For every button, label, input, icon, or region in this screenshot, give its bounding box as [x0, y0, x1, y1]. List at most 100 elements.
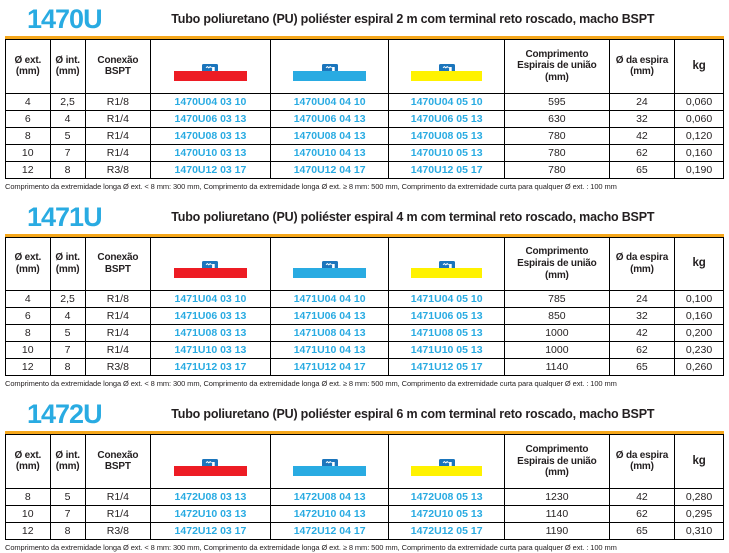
col-header-spiral-diameter: Ø da espira (mm): [608, 434, 676, 489]
weight-cell: 0,060: [674, 92, 724, 111]
int-diameter-cell: 4: [49, 109, 86, 128]
int-diameter-cell: 8: [49, 521, 86, 540]
orange-rule: [5, 431, 724, 435]
ext-diameter-cell: 4: [5, 92, 51, 111]
code-blue-cell: 1471U06 04 13: [269, 307, 390, 326]
union-spiral-length-cell: 780: [503, 126, 610, 145]
col-header-code-blue: [269, 236, 390, 292]
table-row: 12 8 R3/8 1472U12 03 17 1472U12 04 17 1472U12…: [5, 521, 724, 540]
col-header-spiral-diameter: Ø da espira (mm): [608, 236, 676, 292]
union-spiral-length-cell: 780: [503, 160, 610, 179]
code-blue-cell: 1471U12 04 17: [269, 358, 390, 377]
code-yellow-cell: 1471U06 05 13: [388, 307, 505, 326]
col-header-weight: kg: [674, 236, 724, 292]
spiral-diameter-cell: 62: [608, 143, 676, 162]
code-red-cell: 1470U06 03 13: [150, 109, 271, 128]
union-spiral-length-cell: 1190: [503, 521, 610, 540]
table-row: 8 5 R1/4 1472U08 03 13 1472U08 04 13 1472U08 …: [5, 487, 724, 506]
code-blue-cell: 1470U04 04 10: [269, 92, 390, 111]
spiral-diameter-cell: 32: [608, 307, 676, 326]
table-row: 12 8 R3/8 1470U12 03 17 1470U12 04 17 1470U12…: [5, 160, 724, 179]
code-blue-cell: 1470U12 04 17: [269, 160, 390, 179]
ext-diameter-cell: 6: [5, 307, 51, 326]
spiral-diameter-cell: 32: [608, 109, 676, 128]
ext-diameter-cell: 4: [5, 290, 51, 309]
union-spiral-length-cell: 1230: [503, 487, 610, 506]
product-section: 1470U Tubo poliuretano (PU) poliéster es…: [5, 5, 724, 191]
code-blue-cell: 1471U10 04 13: [269, 341, 390, 360]
union-spiral-length-cell: 1000: [503, 324, 610, 343]
int-diameter-cell: 5: [49, 487, 86, 506]
int-diameter-cell: 5: [49, 126, 86, 145]
spiral-tube-icon: [321, 52, 338, 80]
table-row: 10 7 R1/4 1470U10 03 13 1470U10 04 13 1470U10…: [5, 143, 724, 162]
col-header-code-yellow: [388, 39, 505, 94]
code-blue-cell: 1470U08 04 13: [269, 126, 390, 145]
code-blue-cell: 1472U12 04 17: [269, 521, 390, 540]
col-header-bspt-connection: Conexão BSPT: [84, 434, 152, 489]
product-section: 1471U Tubo poliuretano (PU) poliéster es…: [5, 203, 724, 389]
ext-diameter-cell: 10: [5, 143, 51, 162]
col-header-int-diameter: Ø int. (mm): [49, 236, 86, 292]
table-row: 8 5 R1/4 1471U08 03 13 1471U08 04 13 1471U08 …: [5, 324, 724, 343]
spiral-tube-icon: [321, 249, 338, 278]
col-header-ext-diameter: Ø ext. (mm): [5, 434, 51, 489]
code-red-cell: 1472U10 03 13: [150, 504, 271, 523]
code-yellow-cell: 1470U10 05 13: [388, 143, 505, 162]
bspt-connection-cell: R1/4: [84, 126, 152, 145]
spiral-tube-icon: [321, 447, 338, 475]
code-yellow-cell: 1471U08 05 13: [388, 324, 505, 343]
code-yellow-cell: 1472U08 05 13: [388, 487, 505, 506]
union-spiral-length-cell: 1000: [503, 341, 610, 360]
ext-diameter-cell: 12: [5, 521, 51, 540]
spiral-diameter-cell: 62: [608, 341, 676, 360]
col-header-code-blue: [269, 39, 390, 94]
product-code: 1470U: [27, 4, 103, 34]
footnote: Comprimento da extremidade longa Ø ext. …: [5, 542, 617, 552]
weight-cell: 0,160: [674, 307, 724, 326]
union-spiral-length-cell: 630: [503, 109, 610, 128]
code-red-cell: 1472U08 03 13: [150, 487, 271, 506]
code-red-cell: 1471U08 03 13: [150, 324, 271, 343]
code-red-cell: 1470U10 03 13: [150, 143, 271, 162]
code-yellow-cell: 1472U10 05 13: [388, 504, 505, 523]
col-header-weight: kg: [674, 39, 724, 94]
col-header-bspt-connection: Conexão BSPT: [84, 236, 152, 292]
table-body: 4 2,5 R1/8 1471U04 03 10 1471U04 04 10 1471U0…: [5, 290, 724, 377]
union-spiral-length-cell: 595: [503, 92, 610, 111]
ext-diameter-cell: 6: [5, 109, 51, 128]
footnote: Comprimento da extremidade longa Ø ext. …: [5, 379, 617, 389]
code-blue-cell: 1471U04 04 10: [269, 290, 390, 309]
int-diameter-cell: 8: [49, 160, 86, 179]
code-red-cell: 1471U06 03 13: [150, 307, 271, 326]
product-title: Tubo poliuretano (PU) poliéster espiral …: [171, 209, 655, 224]
code-yellow-cell: 1470U12 05 17: [388, 160, 505, 179]
bspt-connection-cell: R1/4: [84, 109, 152, 128]
table-row: 10 7 R1/4 1471U10 03 13 1471U10 04 13 1471U10…: [5, 341, 724, 360]
code-blue-cell: 1470U06 04 13: [269, 109, 390, 128]
weight-cell: 0,200: [674, 324, 724, 343]
weight-cell: 0,230: [674, 341, 724, 360]
int-diameter-cell: 8: [49, 358, 86, 377]
bspt-connection-cell: R3/8: [84, 521, 152, 540]
color-bar-yellow: [411, 70, 483, 81]
table-header-row: Ø ext. (mm) Ø int. (mm) Conexão BSPT: [5, 236, 724, 292]
union-spiral-length-cell: 850: [503, 307, 610, 326]
color-bar-yellow: [411, 465, 483, 476]
weight-cell: 0,190: [674, 160, 724, 179]
product-title: Tubo poliuretano (PU) poliéster espiral …: [171, 12, 655, 26]
code-yellow-cell: 1471U04 05 10: [388, 290, 505, 309]
footnote: Comprimento da extremidade longa Ø ext. …: [5, 181, 617, 191]
code-blue-cell: 1471U08 04 13: [269, 324, 390, 343]
table-header-row: Ø ext. (mm) Ø int. (mm) Conexão BSPT: [5, 39, 724, 94]
table-row: 6 4 R1/4 1470U06 03 13 1470U06 04 13 1470U06 …: [5, 109, 724, 128]
weight-cell: 0,120: [674, 126, 724, 145]
code-yellow-cell: 1471U12 05 17: [388, 358, 505, 377]
int-diameter-cell: 7: [49, 341, 86, 360]
table-row: 8 5 R1/4 1470U08 03 13 1470U08 04 13 1470U08 …: [5, 126, 724, 145]
bspt-connection-cell: R1/4: [84, 324, 152, 343]
section-header: 1471U Tubo poliuretano (PU) poliéster es…: [5, 203, 724, 233]
spiral-tube-icon: [202, 249, 219, 278]
spiral-tube-icon: [202, 52, 219, 80]
